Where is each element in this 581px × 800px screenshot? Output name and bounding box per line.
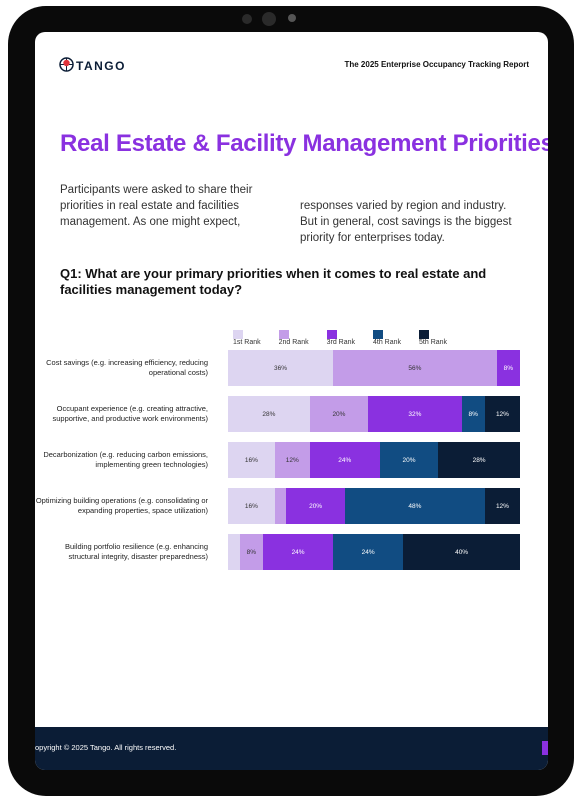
bar-segment: 16%: [228, 442, 275, 478]
bar-segment: 48%: [344, 488, 485, 524]
category-label: Decarbonization (e.g. reducing carbon em…: [43, 450, 208, 469]
bar-segment: 12%: [484, 488, 520, 524]
logo-icon: [59, 57, 74, 72]
bar-segment: 12%: [484, 396, 520, 432]
legend-label: 5th Rank: [419, 339, 448, 346]
copyright: opyright © 2025 Tango. All rights reserv…: [35, 743, 177, 752]
legend-label: 1st Rank: [233, 339, 261, 346]
bar-segment: 28%: [228, 396, 310, 432]
data-label: 12%: [285, 456, 299, 464]
data-label: 20%: [402, 456, 416, 464]
light-sensor: [288, 14, 296, 22]
bar-segment: [228, 534, 240, 570]
legend-swatch: [278, 330, 289, 339]
legend-item: 4th Rank: [373, 330, 401, 346]
bar-segment: 8%: [461, 396, 485, 432]
legend-swatch: [419, 330, 430, 339]
category-label: Occupant experience (e.g. creating attra…: [52, 404, 209, 423]
stacked-bar: 28% 20% 32% 8% 12%: [228, 396, 520, 432]
camera: [262, 12, 276, 26]
bar-segment: 20%: [286, 488, 345, 524]
bar-row: Optimizing building operations (e.g. con…: [35, 488, 548, 524]
bar-segment: 32%: [368, 396, 462, 432]
bar-segment: 20%: [379, 442, 439, 478]
data-label: 16%: [244, 502, 258, 510]
stacked-bar: 16% 12% 24% 20% 28%: [228, 442, 520, 478]
data-label: 48%: [408, 502, 422, 510]
data-label: 24%: [338, 456, 352, 464]
brand: TANGO: [76, 59, 126, 73]
bar-segment: 28%: [438, 442, 520, 478]
bar-segment: 40%: [403, 534, 520, 570]
stacked-bar: 36% 56% 8%: [228, 350, 520, 386]
bar-row: Decarbonization (e.g. reducing carbon em…: [35, 442, 548, 478]
data-label: 24%: [291, 548, 305, 556]
bar-segment: 16%: [228, 488, 275, 524]
data-label: 12%: [495, 502, 509, 510]
legend: 1st Rank 2nd Rank 3rd Rank 4th Rank 5th Rank: [233, 330, 447, 346]
data-label: 8%: [468, 410, 478, 418]
data-label: 16%: [244, 456, 258, 464]
legend-label: 3rd Rank: [326, 339, 355, 346]
legend-item: 1st Rank: [233, 330, 261, 346]
data-label: 36%: [274, 364, 288, 372]
stacked-bar: 8% 24% 24% 40%: [228, 534, 520, 570]
bar-segment: 20%: [309, 396, 369, 432]
legend-item: 2nd Rank: [278, 330, 309, 346]
category-label: Building portfolio resilience (e.g. enha…: [64, 542, 208, 561]
data-label: 28%: [262, 410, 276, 418]
legend-label: 4th Rank: [373, 339, 402, 346]
legend-swatch: [233, 330, 243, 339]
data-label: 20%: [309, 502, 323, 510]
data-label: 8%: [503, 364, 513, 372]
legend-item: 3rd Rank: [326, 330, 355, 346]
page-title: Real Estate & Facility Management Priori…: [60, 130, 548, 157]
legend-swatch: [373, 330, 383, 339]
legend-swatch: [326, 330, 337, 339]
bar-segment: 24%: [309, 442, 380, 478]
legend-label: 2nd Rank: [278, 339, 309, 346]
data-label: 56%: [408, 364, 422, 372]
data-label: 8%: [246, 548, 257, 556]
bar-segment: 8%: [239, 534, 264, 570]
footer: opyright © 2025 Tango. All rights reserv…: [35, 727, 548, 770]
question: Q1: What are your primary priorities whe…: [60, 266, 487, 297]
data-label: 20%: [332, 410, 346, 418]
sensor: [242, 14, 252, 24]
data-label: 12%: [495, 410, 509, 418]
bar-row: Occupant experience (e.g. creating attra…: [35, 396, 548, 432]
data-label: 32%: [408, 410, 422, 418]
bar-segment: 24%: [263, 534, 334, 570]
stacked-bar: 16% 20% 48% 12%: [228, 488, 520, 524]
bar-segment: 8%: [496, 350, 520, 386]
intro-right: responses varied by region and industry.…: [300, 200, 512, 244]
category-label: Optimizing building operations (e.g. con…: [35, 496, 208, 515]
screen: TANGO The 2025 Enterprise Occupancy Trac…: [35, 32, 548, 770]
category-label: Cost savings (e.g. increasing efficiency…: [46, 358, 208, 377]
bar-row: Building portfolio resilience (e.g. enha…: [35, 534, 548, 570]
bar-row: Cost savings (e.g. increasing efficiency…: [35, 350, 548, 386]
intro-left: Participants were asked to share their p…: [60, 184, 253, 228]
bar-segment: 12%: [274, 442, 310, 478]
report-title: The 2025 Enterprise Occupancy Tracking R…: [344, 60, 529, 69]
footer-tab: [542, 741, 548, 755]
bar-segment: [274, 488, 287, 524]
data-label: 40%: [455, 548, 469, 556]
legend-item: 5th Rank: [419, 330, 447, 346]
data-label: 24%: [361, 548, 375, 556]
bar-segment: 56%: [333, 350, 497, 386]
bar-segment: 24%: [333, 534, 404, 570]
data-label: 28%: [472, 456, 486, 464]
bar-segment: 36%: [228, 350, 334, 386]
